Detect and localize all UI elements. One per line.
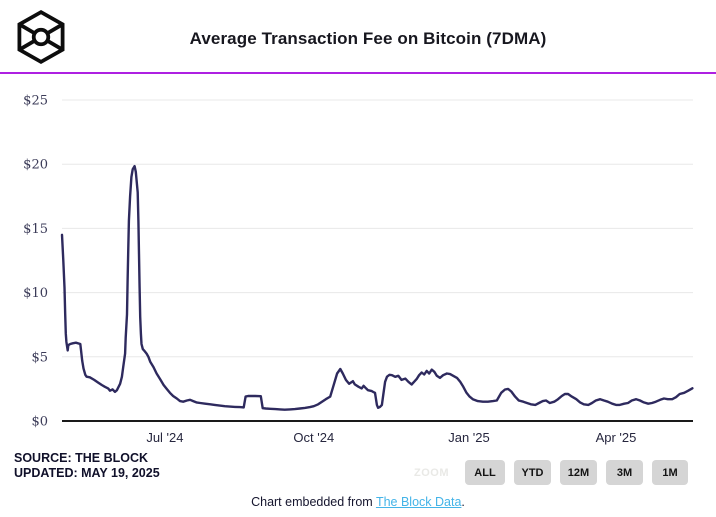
- header-divider: [0, 72, 716, 74]
- x-tick-label-3: Apr '25: [596, 430, 637, 445]
- source-block: SOURCE: THE BLOCK UPDATED: MAY 19, 2025: [14, 451, 160, 481]
- x-tick-label-1: Oct '24: [293, 430, 334, 445]
- gridlines: [62, 99, 693, 358]
- embed-note: Chart embedded from The Block Data.: [0, 495, 716, 509]
- the-block-logo-icon[interactable]: [14, 9, 68, 65]
- y-tick-label-25: $25: [23, 94, 48, 109]
- range-button-3m[interactable]: 3M: [606, 460, 643, 485]
- updated-label: UPDATED: MAY 19, 2025: [14, 466, 160, 480]
- zoom-controls: ZOOM ALL YTD 12M 3M 1M: [414, 460, 688, 485]
- x-axis-labels: Jul '24 Oct '24 Jan '25 Apr '25: [146, 430, 636, 445]
- range-button-1m[interactable]: 1M: [652, 460, 688, 485]
- source-label: SOURCE: THE BLOCK: [14, 451, 149, 465]
- y-tick-label-0: $0: [31, 415, 48, 430]
- y-tick-label-10: $10: [23, 286, 48, 301]
- embed-note-period: .: [461, 495, 465, 509]
- x-tick-label-0: Jul '24: [146, 430, 183, 445]
- y-tick-label-15: $15: [23, 222, 48, 237]
- range-button-12m[interactable]: 12M: [560, 460, 597, 485]
- zoom-label: ZOOM: [414, 466, 449, 479]
- y-tick-label-20: $20: [23, 158, 48, 173]
- page-title: Average Transaction Fee on Bitcoin (7DMA…: [189, 29, 547, 48]
- range-button-all[interactable]: ALL: [465, 460, 505, 485]
- embed-link[interactable]: The Block Data: [375, 495, 462, 509]
- embed-note-text: Chart embedded from: [251, 495, 376, 509]
- y-axis-labels: $0 $5 $10 $15 $20 $25: [23, 94, 48, 430]
- fee-line: [60, 164, 694, 411]
- range-button-ytd[interactable]: YTD: [514, 460, 551, 485]
- x-tick-label-2: Jan '25: [448, 430, 490, 445]
- fee-chart[interactable]: $0 $5 $10 $15 $20 $25 Jul '24 Oct '24 Jan '25 Ap…: [0, 85, 716, 447]
- y-tick-label-5: $5: [31, 350, 48, 365]
